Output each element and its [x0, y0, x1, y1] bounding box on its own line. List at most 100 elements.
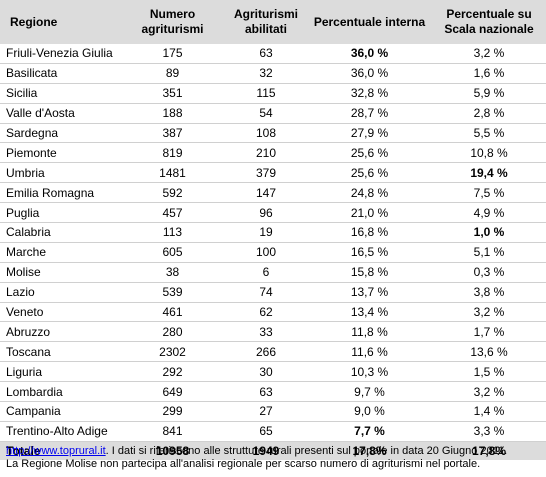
table-row: Calabria 113 19 16,8 % 1,0 %: [0, 222, 546, 243]
cell-perc-naz: 10,8 %: [432, 142, 546, 164]
cell-perc-interna: 13,7 %: [307, 282, 432, 303]
cell-regione: Piemonte: [0, 142, 120, 164]
cell-numero: 1481: [120, 162, 225, 184]
cell-abilitati: 108: [225, 123, 307, 144]
table-row: Trentino-Alto Adige 841 65 7,7 % 3,3 %: [0, 421, 546, 442]
cell-numero: 605: [120, 242, 225, 263]
cell-perc-naz: 5,5 %: [432, 123, 546, 144]
cell-abilitati: 6: [225, 262, 307, 283]
table-row: Campania 299 27 9,0 % 1,4 %: [0, 401, 546, 422]
cell-perc-interna: 16,5 %: [307, 242, 432, 263]
cell-regione: Campania: [0, 401, 120, 422]
table-row: Liguria 292 30 10,3 % 1,5 %: [0, 361, 546, 383]
cell-perc-naz: 3,3 %: [432, 421, 546, 442]
cell-regione: Umbria: [0, 162, 120, 184]
cell-perc-naz: 2,8 %: [432, 103, 546, 124]
table-row: Toscana 2302 266 11,6 % 13,6 %: [0, 341, 546, 363]
table-row: Umbria 1481 379 25,6 % 19,4 %: [0, 162, 546, 184]
cell-perc-interna: 13,4 %: [307, 302, 432, 323]
cell-abilitati: 266: [225, 341, 307, 363]
totals-label: Totale: [0, 441, 120, 460]
cell-perc-naz: 1,0 %: [432, 222, 546, 243]
cell-numero: 89: [120, 63, 225, 84]
cell-perc-interna: 11,6 %: [307, 341, 432, 363]
cell-regione: Puglia: [0, 202, 120, 224]
cell-perc-naz: 1,4 %: [432, 401, 546, 422]
table-row: Marche 605 100 16,5 % 5,1 %: [0, 242, 546, 263]
cell-abilitati: 19: [225, 222, 307, 243]
header-regione: Regione: [0, 0, 120, 44]
header-abilitati-line2: abilitati: [244, 22, 287, 36]
cell-regione: Basilicata: [0, 63, 120, 84]
cell-perc-interna: 21,0 %: [307, 202, 432, 224]
cell-regione: Veneto: [0, 302, 120, 323]
cell-perc-interna: 28,7 %: [307, 103, 432, 124]
cell-numero: 2302: [120, 341, 225, 363]
table-row: Valle d'Aosta 188 54 28,7 % 2,8 %: [0, 103, 546, 124]
cell-numero: 38: [120, 262, 225, 283]
cell-perc-interna: 7,7 %: [307, 421, 432, 442]
cell-perc-interna: 10,3 %: [307, 361, 432, 383]
cell-abilitati: 32: [225, 63, 307, 84]
cell-abilitati: 379: [225, 162, 307, 184]
source-link[interactable]: http://www.toprural.it: [6, 445, 106, 457]
cell-regione: Toscana: [0, 341, 120, 363]
table-row: Molise 38 6 15,8 % 0,3 %: [0, 262, 546, 283]
header-numero-line2: agriturismi: [141, 22, 204, 36]
header-perc-naz: Percentuale su Scala nazionale: [432, 0, 546, 44]
cell-numero: 299: [120, 401, 225, 422]
cell-abilitati: 63: [225, 44, 307, 64]
header-numero: Numero agriturismi: [120, 0, 225, 44]
cell-perc-interna: 27,9 %: [307, 123, 432, 144]
cell-numero: 188: [120, 103, 225, 124]
cell-perc-interna: 25,6 %: [307, 162, 432, 184]
header-perc-interna: Percentuale interna: [307, 0, 432, 44]
cell-perc-naz: 3,2 %: [432, 302, 546, 323]
table-header: Regione Numero agriturismi Agriturismi a…: [0, 0, 546, 44]
cell-regione: Marche: [0, 242, 120, 263]
cell-abilitati: 30: [225, 361, 307, 383]
table-row: Basilicata 89 32 36,0 % 1,6 %: [0, 63, 546, 84]
cell-perc-naz: 5,1 %: [432, 242, 546, 263]
table-row: Friuli-Venezia Giulia 175 63 36,0 % 3,2 %: [0, 44, 546, 64]
cell-abilitati: 96: [225, 202, 307, 224]
cell-regione: Friuli-Venezia Giulia: [0, 44, 120, 64]
cell-perc-naz: 0,3 %: [432, 262, 546, 283]
cell-perc-naz: 3,2 %: [432, 44, 546, 64]
cell-numero: 649: [120, 381, 225, 403]
cell-numero: 387: [120, 123, 225, 144]
cell-abilitati: 210: [225, 142, 307, 164]
footnote-line1-text: . I dati si riferiscono alle strutture r…: [105, 445, 508, 457]
cell-perc-naz: 1,7 %: [432, 321, 546, 343]
cell-perc-naz: 4,9 %: [432, 202, 546, 224]
cell-regione: Emilia Romagna: [0, 182, 120, 204]
table-row: Piemonte 819 210 25,6 % 10,8 %: [0, 142, 546, 164]
table-footer: Totale 10958 1949 17,8% 17,8%: [0, 441, 546, 460]
cell-abilitati: 33: [225, 321, 307, 343]
cell-abilitati: 63: [225, 381, 307, 403]
table-row: Puglia 457 96 21,0 % 4,9 %: [0, 202, 546, 224]
cell-perc-interna: 16,8 %: [307, 222, 432, 243]
cell-numero: 113: [120, 222, 225, 243]
cell-abilitati: 27: [225, 401, 307, 422]
table-row: Lombardia 649 63 9,7 % 3,2 %: [0, 381, 546, 403]
cell-abilitati: 65: [225, 421, 307, 442]
cell-regione: Liguria: [0, 361, 120, 383]
table-row: Abruzzo 280 33 11,8 % 1,7 %: [0, 321, 546, 343]
header-perc-naz-line2: Scala nazionale: [444, 22, 534, 36]
cell-numero: 175: [120, 44, 225, 64]
cell-numero: 292: [120, 361, 225, 383]
cell-perc-naz: 7,5 %: [432, 182, 546, 204]
cell-regione: Trentino-Alto Adige: [0, 421, 120, 442]
totals-perc-interna: 17,8%: [307, 441, 432, 460]
cell-numero: 841: [120, 421, 225, 442]
cell-numero: 539: [120, 282, 225, 303]
cell-regione: Lazio: [0, 282, 120, 303]
cell-perc-interna: 9,7 %: [307, 381, 432, 403]
table-row: Lazio 539 74 13,7 % 3,8 %: [0, 282, 546, 303]
cell-numero: 457: [120, 202, 225, 224]
cell-perc-interna: 9,0 %: [307, 401, 432, 422]
cell-regione: Abruzzo: [0, 321, 120, 343]
cell-numero: 592: [120, 182, 225, 204]
